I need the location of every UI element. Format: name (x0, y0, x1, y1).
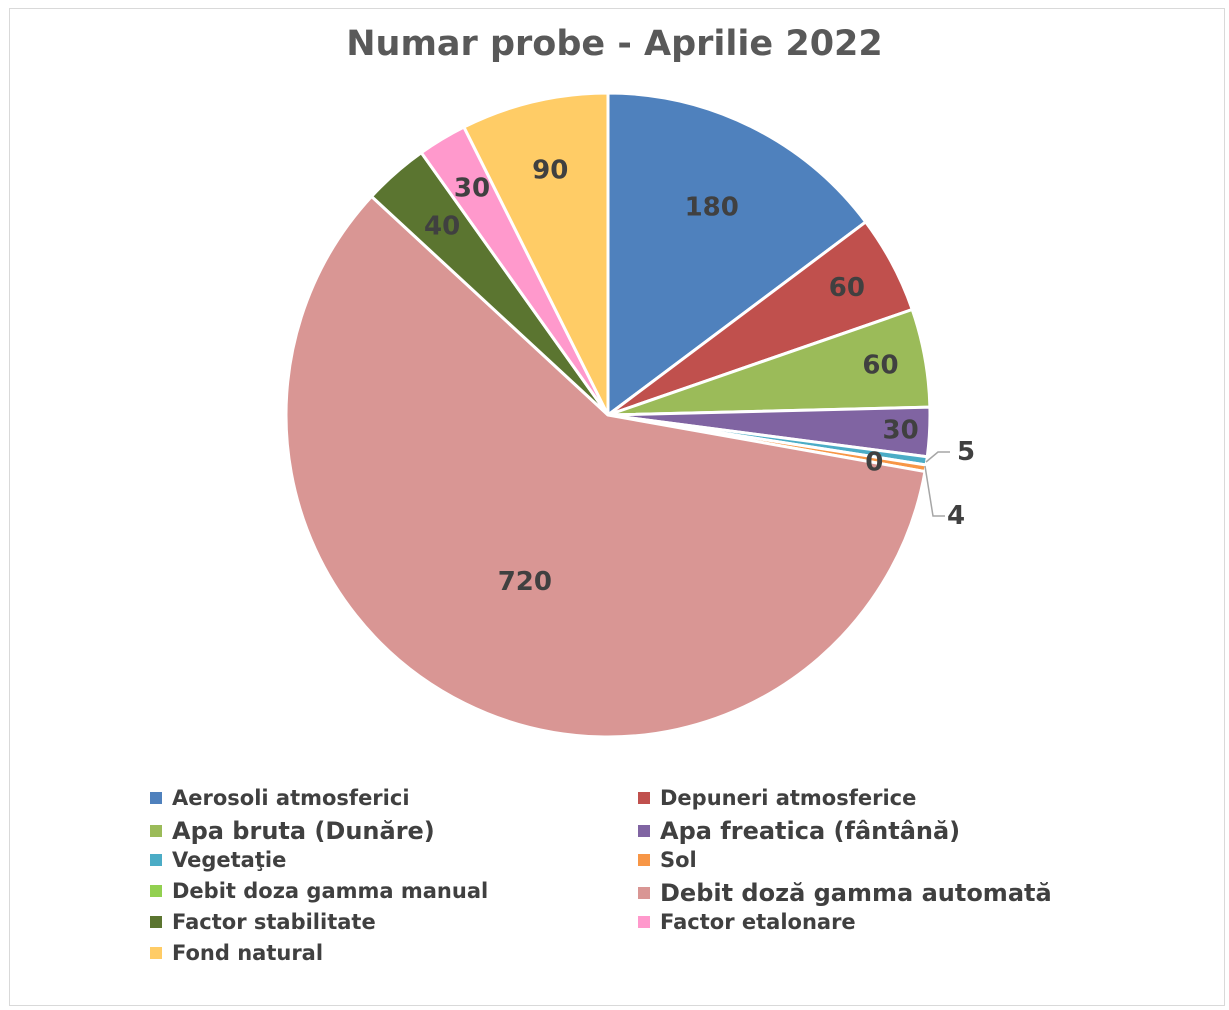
legend-item-5: Vegetaţie (150, 848, 286, 872)
legend-item-3: Apa bruta (Dunăre) (150, 817, 435, 845)
legend-item-10: Factor etalonare (638, 910, 856, 934)
data-label-4: 30 (883, 415, 919, 445)
legend-swatch (150, 885, 162, 897)
legend-item-4: Apa freatica (fântână) (638, 817, 960, 845)
leader-line-5 (925, 451, 950, 463)
legend-swatch (150, 854, 162, 866)
data-label-6: 4 (947, 501, 965, 531)
legend-swatch (638, 887, 650, 899)
pie-slice-11 (461, 91, 610, 416)
legend-item-2: Depuneri atmosferice (638, 786, 916, 810)
legend-item-1: Aerosoli atmosferici (150, 786, 410, 810)
data-label-7: 0 (865, 448, 883, 478)
legend-label: Vegetaţie (172, 848, 287, 872)
data-label-9: 40 (424, 211, 460, 241)
data-label-11: 90 (532, 156, 568, 186)
pie-slice-8 (284, 194, 927, 739)
chart-title: Numar probe - Aprilie 2022 (346, 24, 883, 64)
data-label-10: 30 (454, 174, 490, 204)
data-label-5: 5 (957, 437, 975, 467)
legend-label: Apa bruta (Dunăre) (172, 817, 435, 845)
leader-line-6 (924, 465, 945, 517)
legend-item-7: Debit doza gamma manual (150, 879, 488, 903)
legend-label: Debit doza gamma manual (172, 879, 489, 903)
legend-swatch (638, 854, 650, 866)
legend-swatch (150, 825, 162, 837)
data-label-1: 180 (685, 193, 739, 223)
legend-item-9: Factor stabilitate (150, 910, 376, 934)
legend-item-8: Debit doză gamma automată (638, 879, 1052, 907)
legend-swatch (638, 916, 650, 928)
legend-label: Factor etalonare (660, 910, 856, 934)
pie-slice-1 (606, 91, 868, 418)
legend-item-6: Sol (638, 848, 697, 872)
legend-label: Apa freatica (fântână) (660, 817, 961, 845)
legend-label: Aerosoli atmosferici (172, 786, 410, 810)
legend-item-11: Fond natural (150, 941, 323, 965)
data-label-3: 60 (862, 351, 898, 381)
legend-label: Debit doză gamma automată (660, 879, 1052, 907)
data-label-2: 60 (829, 273, 865, 303)
legend-label: Sol (660, 848, 697, 872)
legend-swatch (150, 947, 162, 959)
legend-label: Fond natural (172, 941, 324, 965)
legend-swatch (638, 792, 650, 804)
legend-swatch (150, 792, 162, 804)
legend-label: Depuneri atmosferice (660, 786, 917, 810)
legend-swatch (150, 916, 162, 928)
legend-label: Factor stabilitate (172, 910, 376, 934)
legend-swatch (638, 825, 650, 837)
data-label-8: 720 (498, 567, 552, 597)
